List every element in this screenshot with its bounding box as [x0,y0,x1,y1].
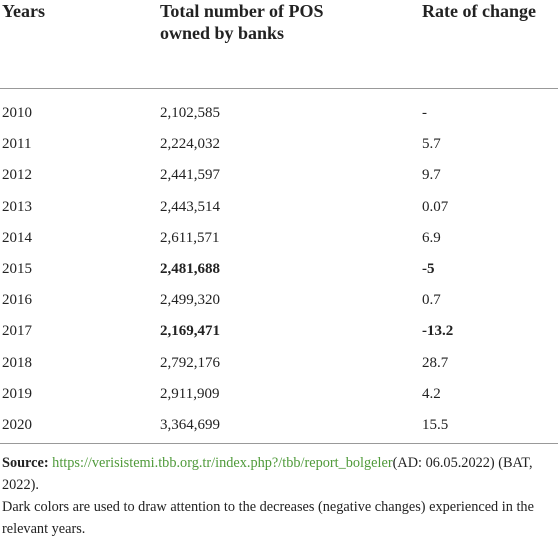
column-header: Total number of POS owned by banks [160,1,324,43]
table-cell: 2,441,597 [160,167,220,184]
table-rule [0,443,558,444]
table-cell: 2,102,585 [160,105,220,121]
table-cell: 0.07 [422,198,449,215]
table-cell: 2020 [2,417,32,433]
table-cell: 2,443,514 [160,198,220,215]
table-cell: 9.7 [422,167,441,184]
table-cell: -13.2 [422,323,454,340]
table-cell: 2015 [2,261,32,277]
table-cell: 2,792,176 [160,354,220,371]
table-cell: 28.7 [422,354,449,371]
source-label: Source: [2,455,49,471]
table-cell: 2014 [2,229,32,246]
table-cell: 15.5 [422,417,449,433]
source-text: (AD: 06.05.2022) (BAT, 2022). [2,455,533,493]
table-cell: 2010 [2,105,32,121]
source-link[interactable]: https://verisistemi.tbb.org.tr/index.php… [52,455,393,471]
table-cell: 2,169,471 [160,323,220,340]
column-header: Years [2,1,45,21]
table-cell: 2018 [2,354,32,371]
table-cell: 2,499,320 [160,292,220,309]
table-cell: 2,224,032 [160,136,220,153]
table-cell: 2011 [2,136,32,153]
table-cell: 4.2 [422,385,441,402]
table-cell: 2013 [2,198,32,215]
table-cell: 6.9 [422,229,441,246]
table-cell: 2017 [2,323,32,340]
table-cell: 2016 [2,292,32,309]
table-cell: 3,364,699 [160,417,220,433]
table-cell: 2,611,571 [160,229,220,246]
note: Dark colors are used to draw attention t… [2,499,534,537]
column-header: Rate of change [422,1,536,21]
table-cell: 2019 [2,385,32,402]
table-cell: 5.7 [422,136,441,153]
table-cell: - [422,105,427,121]
footnote: Source: https://verisistemi.tbb.org.tr/i… [2,452,554,540]
header-rule [0,88,558,89]
table-cell: 2012 [2,167,32,184]
table-cell: -5 [422,261,435,277]
table-cell: 0.7 [422,292,441,309]
table-cell: 2,911,909 [160,385,220,402]
table-cell: 2,481,688 [160,261,220,277]
